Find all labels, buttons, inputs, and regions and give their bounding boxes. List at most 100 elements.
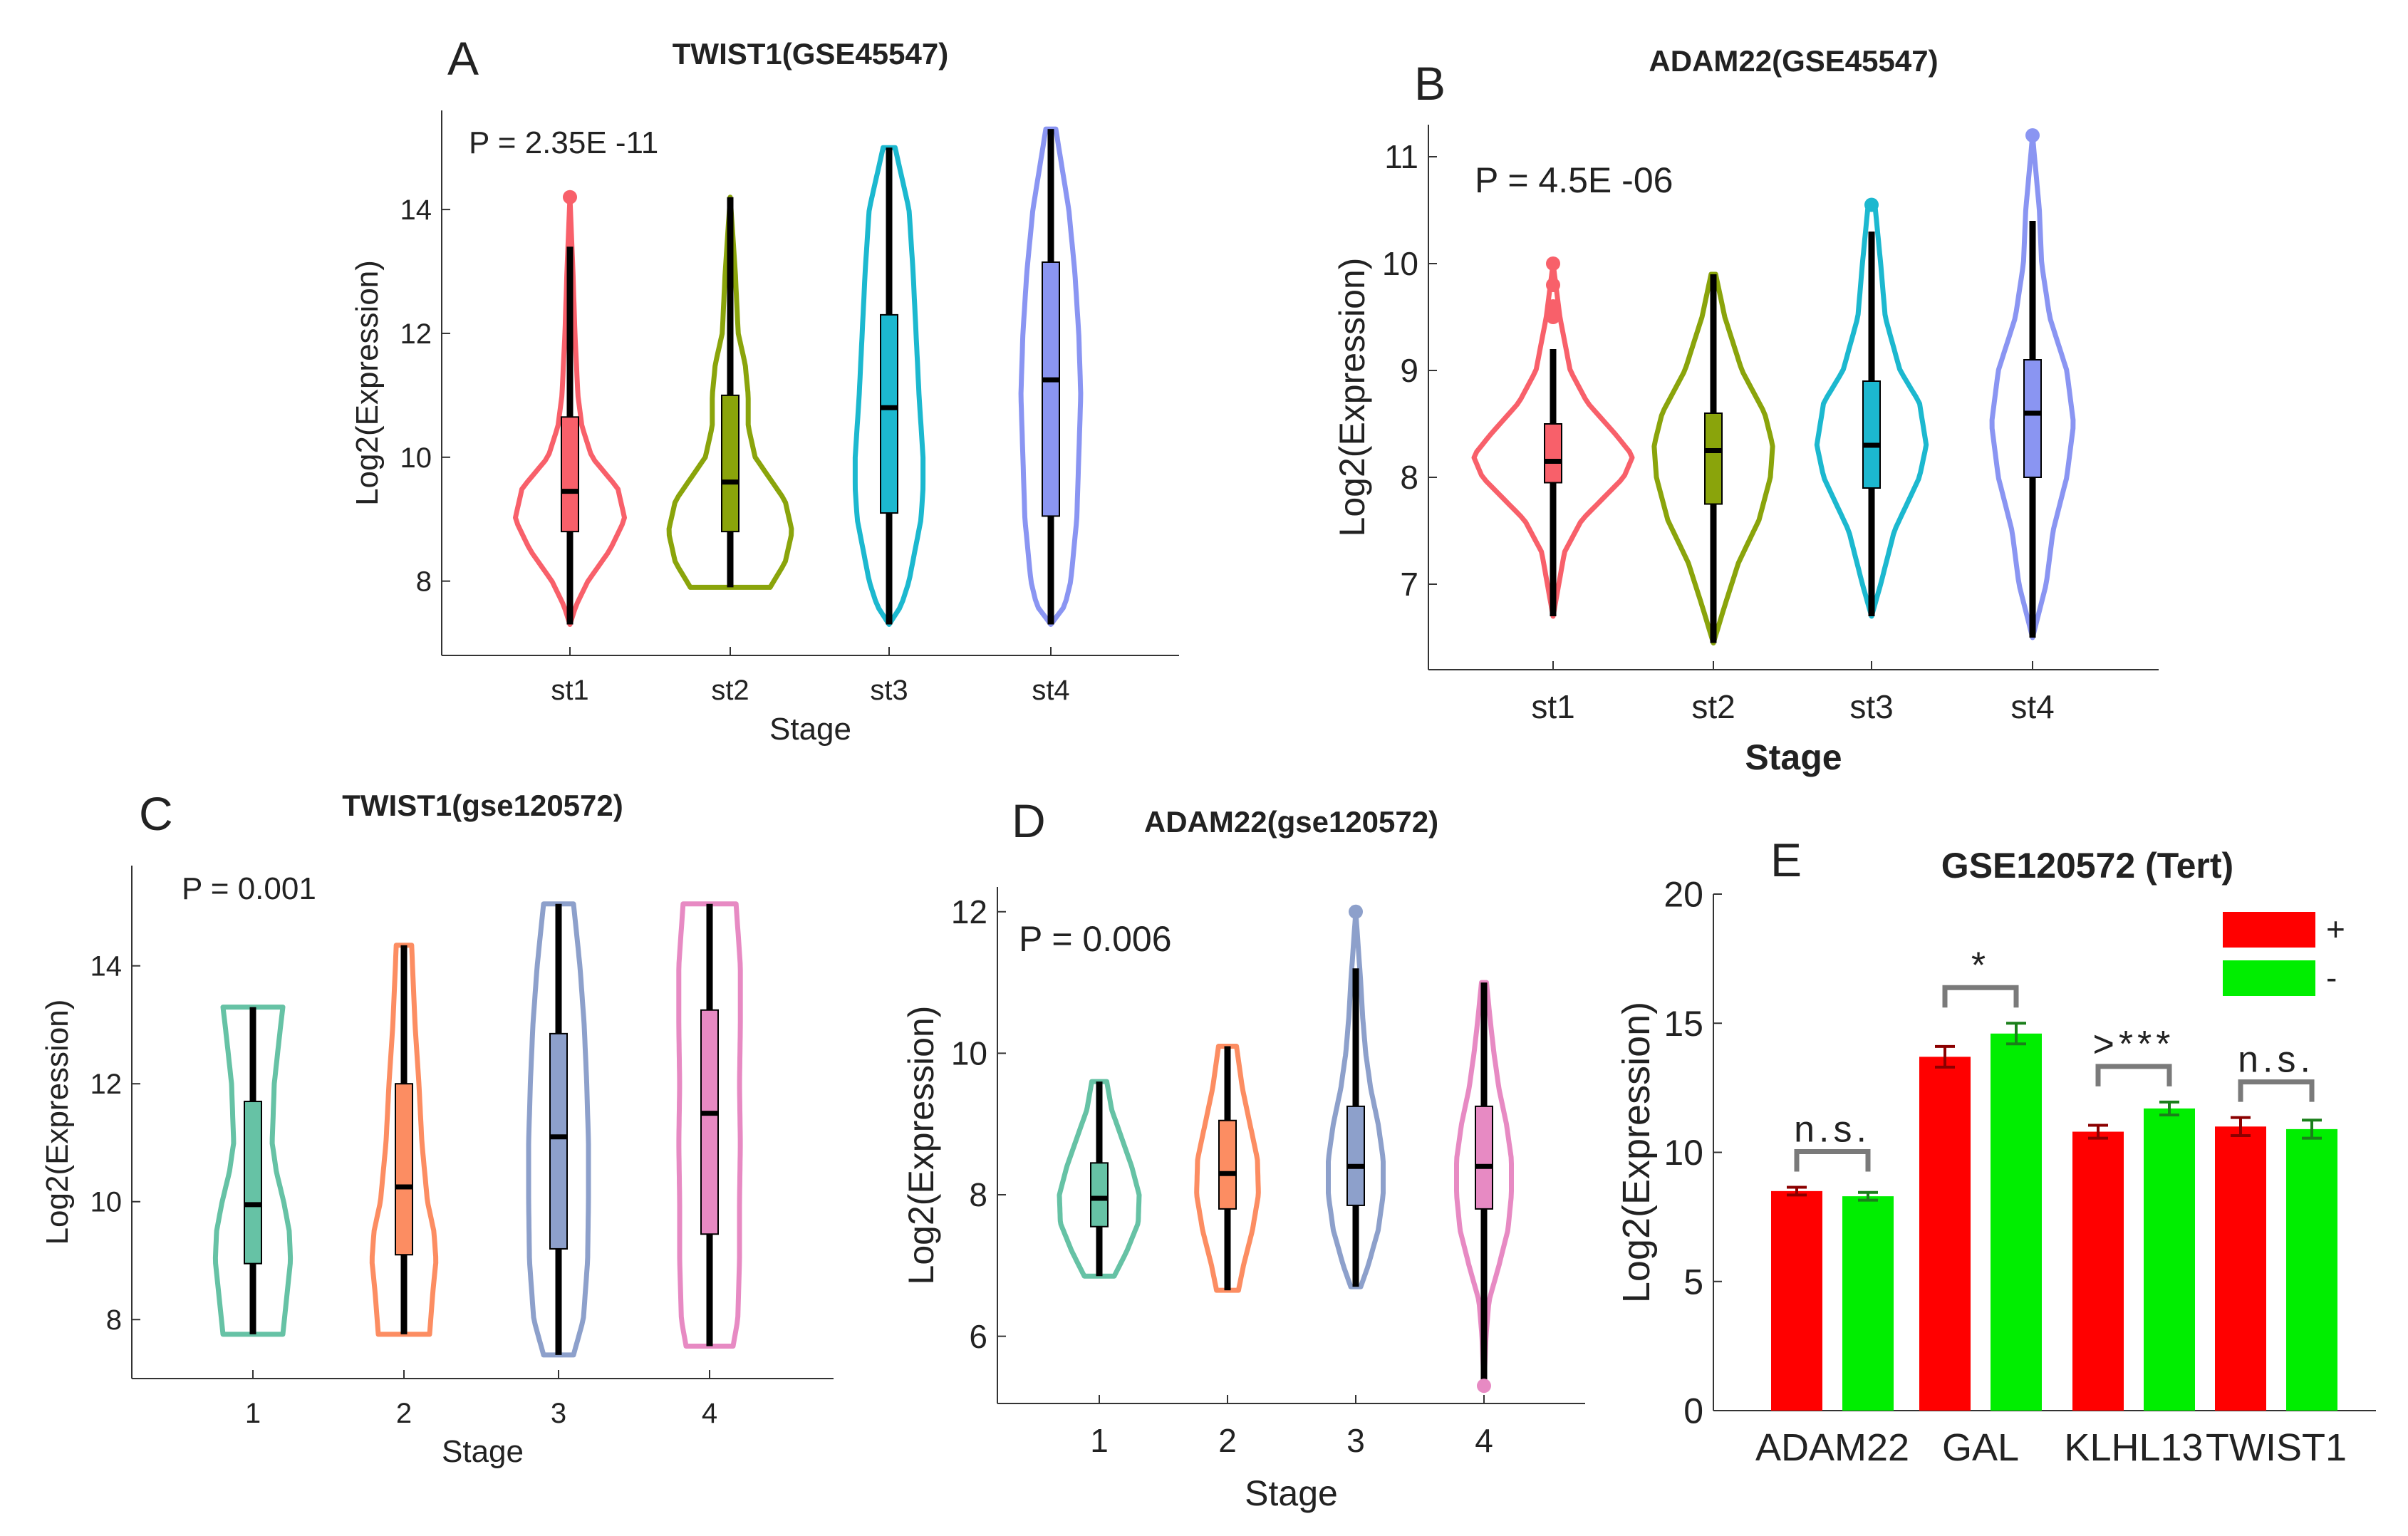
box-st2 [1704,412,1723,505]
y-tick-label: 7 [1400,566,1418,603]
violin-1 [212,1005,294,1337]
panel-b: 7 8 9 10 11 B Log2(Expression) ADAM22(GSE45547)… [1332,44,2159,777]
y-axis-label: Log2(Expression) [350,260,385,506]
y-tick-label: 14 [400,194,432,226]
x-tick-label: 4 [1475,1422,1493,1459]
y-tick-label: 15 [1664,1004,1703,1044]
x-tick-label: st1 [551,675,588,706]
x-tick-label: 2 [1218,1422,1237,1459]
panel-d: 681012DLog2(Expression)ADAM22(gse120572)… [901,794,1585,1513]
outlier-point [1349,904,1363,919]
box-st3 [880,313,898,514]
y-tick-label: 14 [90,951,123,982]
p-value-annotation: P = 0.006 [1019,919,1172,959]
panel-letter: A [447,32,479,85]
y-tick-label: 10 [1382,245,1418,282]
x-tick-label: st2 [711,675,749,706]
violin-3 [526,901,591,1358]
legend-label: - [2326,959,2337,996]
x-tick-label: 2 [396,1398,412,1429]
x-tick-label: st4 [2010,688,2054,725]
y-tick-label: 0 [1683,1391,1703,1431]
y-axis-label: Log2(Expression) [1615,1002,1658,1303]
panel-letter: D [1012,794,1046,847]
significance-bracket [1794,1148,1871,1172]
box-st3 [1862,380,1881,489]
outlier-point [1864,197,1879,212]
panel-letter: C [139,787,173,840]
x-tick-label: 4 [702,1398,717,1429]
x-axis-label: Stage [442,1434,524,1469]
legend-swatch [2223,912,2315,948]
chart-title: TWIST1(GSE45547) [673,37,948,71]
significance-label: n.s. [2238,1039,2315,1081]
panel-e: 0 5 10 15 20 E Log2(Expression) GSE120572 (Tert… [1615,834,2376,1469]
significance-bracket [2095,1064,2172,1086]
y-axis-label: Log2(Expression) [1332,258,1372,537]
bar-plus [2072,1131,2124,1411]
x-axis-label: Stage [1745,737,1842,777]
box-st2 [721,394,739,533]
bar-plus [2215,1126,2266,1411]
y-tick-label: 8 [106,1304,122,1336]
y-tick-label: 10 [1664,1133,1703,1173]
violin-4 [676,901,743,1349]
y-tick-label: 12 [951,893,987,930]
chart-title: GSE120572 (Tert) [1941,846,2233,886]
outlier-point [1477,1379,1491,1394]
y-tick-label: 9 [1400,352,1418,389]
legend-label: + [2326,910,2345,948]
bar-plus [1771,1190,1822,1411]
chart-title: TWIST1(gse120572) [342,789,623,822]
significance-bracket [2238,1079,2315,1102]
x-axis-label: Stage [1245,1473,1338,1513]
y-tick-label: 12 [90,1069,123,1100]
box-st4 [1042,261,1060,517]
x-tick-label: st1 [1531,688,1574,725]
y-tick-label: 10 [90,1187,123,1218]
significance-label: * [1971,945,1990,986]
x-tick-label: KLHL13 [2064,1426,2203,1469]
x-tick-label: ADAM22 [1755,1426,1909,1469]
y-tick-label: 8 [1400,459,1418,496]
y-tick-label: 10 [400,442,432,474]
y-axis-label: Log2(Expression) [901,1006,941,1285]
chart-title: ADAM22(gse120572) [1144,805,1438,839]
y-tick-label: 5 [1683,1262,1703,1302]
outlier-point [563,190,577,204]
box-st4 [2023,359,2042,478]
violin-1 [1057,1079,1142,1279]
box-st1 [1544,423,1562,484]
panel-letter: B [1414,57,1446,110]
x-tick-label: 3 [551,1398,566,1429]
legend-swatch [2223,960,2315,996]
bar-plus [1919,1057,1971,1411]
violin-2 [369,943,439,1337]
outlier-point [1546,256,1560,271]
panel-a: 8 10 12 14 A Log2(Expression) TWIST1(GSE45547)… [350,32,1179,747]
outlier-point [1546,278,1560,292]
p-value-annotation: P = 0.001 [182,871,316,906]
y-tick-label: 6 [969,1318,987,1355]
x-tick-label: GAL [1942,1426,2019,1469]
significance-label: n.s. [1794,1109,1871,1150]
box-3 [549,1032,568,1250]
x-tick-label: st4 [1032,675,1069,706]
box-2 [395,1083,413,1256]
panel-letter: E [1770,834,1802,886]
x-tick-label: 1 [245,1398,261,1429]
box-st1 [561,416,579,533]
violin-2 [1194,1044,1261,1293]
y-tick-label: 20 [1664,875,1703,915]
y-tick-label: 11 [1384,138,1418,175]
x-tick-label: st3 [1849,688,1893,725]
y-tick-label: 10 [951,1034,987,1071]
p-value-annotation: P = 4.5E -06 [1475,160,1673,200]
x-tick-label: st3 [870,675,908,706]
box-1 [1090,1162,1109,1228]
x-tick-label: TWIST1 [2206,1426,2347,1469]
y-tick-label: 8 [416,566,432,598]
x-tick-label: st2 [1691,688,1735,725]
p-value-annotation: P = 2.35E -11 [469,125,658,160]
